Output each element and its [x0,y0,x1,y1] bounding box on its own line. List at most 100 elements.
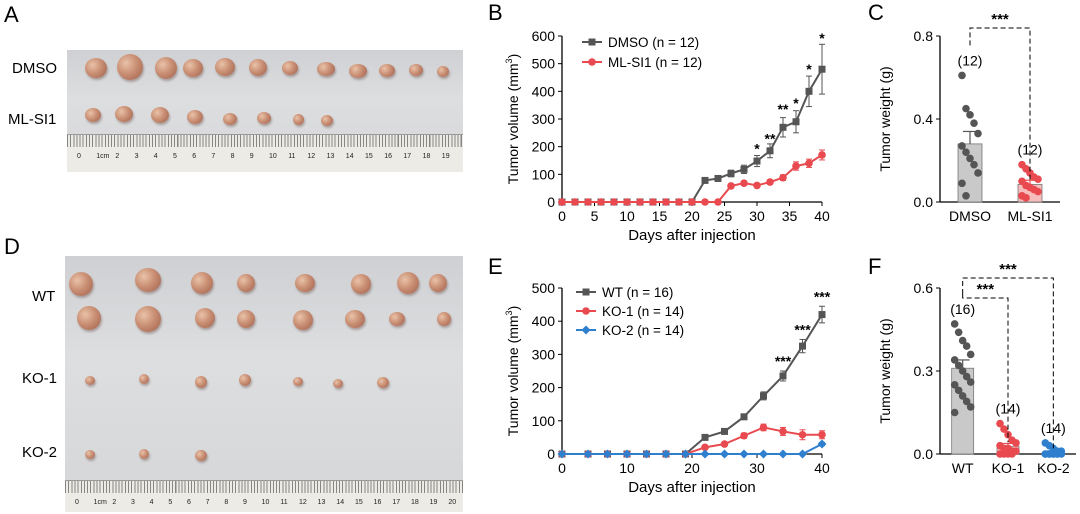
x-tick-label: KO-1 [992,460,1025,476]
data-point [962,397,971,406]
significance-annotation: *** [794,321,811,337]
x-tick-label: 0 [558,208,566,224]
ruler-number: 10 [269,153,277,160]
data-point [958,71,966,80]
data-point [805,87,813,95]
tumor-specimen [351,274,371,294]
ruler-number: 14 [336,499,345,506]
series-red [558,149,826,206]
ruler-number: 18 [422,153,431,160]
significance-bracket [969,27,1031,181]
ruler-number: 9 [249,153,254,160]
y-axis-label: Tumor volume (mm3) [504,306,521,437]
significance-annotation: * [793,95,799,111]
ruler-number: 15 [355,499,363,506]
data-point [958,367,967,375]
panel-letter-f: F [868,254,881,279]
data-point [740,179,748,187]
tumor-specimen [293,377,303,386]
y-tick-label: 300 [532,111,556,127]
data-point [571,198,579,206]
y-tick-label: 0.8 [914,28,934,44]
tumor-specimen [85,108,101,122]
data-point [739,449,749,459]
tumor-specimen [377,377,389,388]
tumor-specimen [317,62,335,76]
row-label-wt: WT [32,288,56,305]
ruler-number: 7 [211,153,216,160]
ruler-number: 12 [299,499,307,506]
tumor-specimen [437,66,449,77]
data-point [818,311,826,319]
data-point [962,372,971,381]
panel-letter-d: D [4,234,20,259]
data-point [675,198,683,206]
y-tick-label: 0 [547,446,555,462]
tumor-specimen [187,110,203,124]
y-tick-label: 0 [547,194,555,210]
data-point [583,449,593,459]
tumor-specimen [429,274,447,292]
data-point [701,443,709,452]
x-tick-label: 30 [749,208,765,224]
tumor-specimen [293,114,304,125]
tumor-specimen [409,64,423,76]
legend-marker [582,307,590,315]
tumor-specimen [321,115,333,126]
x-tick-label: 5 [591,208,599,224]
data-point [950,408,959,417]
ruler-number: 5 [173,153,177,160]
data-point [974,129,982,138]
y-tick-label: 300 [532,346,556,362]
data-point [610,198,618,206]
data-point [557,449,567,459]
significance-annotation: * [754,141,760,157]
significance-annotation: *** [814,288,831,304]
data-point [766,147,774,155]
series-blue [557,439,827,459]
x-tick-label: 20 [684,460,700,476]
data-point [779,173,787,182]
data-point [1000,425,1008,433]
tumor-specimen [139,374,149,384]
tumor-specimen [239,374,251,386]
tumor-specimen [85,376,95,385]
data-point [603,449,612,459]
data-point [958,179,966,188]
data-point [950,381,959,389]
data-point [798,430,807,439]
y-tick-label: 200 [532,380,556,396]
ruler-number: 9 [243,499,247,506]
legend-marker [588,38,596,46]
tumor-specimen [293,310,313,330]
tumor-specimen [195,308,215,328]
data-point [817,439,827,449]
data-point [778,449,788,459]
ruler-number: 6 [187,499,191,506]
tumor-specimen [195,450,207,461]
legend-entry: DMSO (n = 12) [608,35,699,50]
y-tick-label: 600 [532,28,556,44]
ruler-number: 20 [448,499,457,506]
legend-marker [582,288,590,296]
y-axis-label: Tumor weight (g) [877,66,893,171]
chart-b-tumor-volume: B 0 100 200 300 400 500 600 0 5 10 15 20 25 30 35 40 Days… [488,0,830,244]
ruler-number: 10 [261,499,270,506]
significance-bracket [962,293,1009,443]
tumor-photo-d: 0 1cm 2 3 4 5 6 7 8 9 10 11 12 13 14 15 16 17 18 19 20 [65,256,463,512]
legend-entry: ML-SI1 (n = 12) [608,55,702,70]
x-tick-label: 0 [558,460,566,476]
data-point [662,198,670,206]
significance-annotation: * [806,61,812,77]
chart-e-tumor-volume: E 0 100 200 300 400 500 0 10 20 30 40 Days after inj… [488,254,831,496]
tumor-specimen [237,274,255,292]
significance-label: *** [991,11,1009,28]
data-point [966,350,975,359]
data-point [958,142,966,150]
n-label: (14) [996,401,1021,417]
ruler-number: 14 [345,153,354,160]
data-point [779,372,787,380]
tumor-specimen [379,64,395,77]
n-label: (12) [1018,142,1043,158]
tumor-specimen [77,306,101,330]
